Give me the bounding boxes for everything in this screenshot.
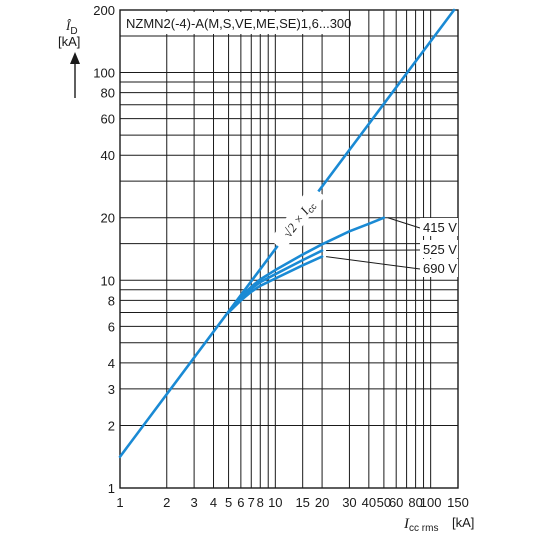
- legend-label-bg: [420, 240, 458, 258]
- y-tick-label: 80: [101, 86, 115, 101]
- x-tick-label: 30: [342, 495, 356, 510]
- title-background: [122, 12, 330, 34]
- x-tick-label: 100: [420, 495, 442, 510]
- y-tick-label: 100: [93, 66, 115, 81]
- y-axis-label: ÎD [kA]: [58, 18, 80, 98]
- y-axis-unit: [kA]: [58, 34, 80, 49]
- x-tick-label: 3: [190, 495, 197, 510]
- x-axis-symbol: Icc rms: [403, 516, 438, 534]
- legend-leader: [387, 217, 421, 229]
- x-tick-label: 40: [362, 495, 376, 510]
- y-tick-label: 8: [108, 293, 115, 308]
- legend-label-bg: [420, 218, 458, 236]
- legend-leader: [326, 256, 421, 270]
- x-axis-label: Icc rms [kA]: [403, 515, 474, 534]
- x-tick-label: 5: [225, 495, 232, 510]
- grid-lines: [120, 10, 458, 488]
- chart-title: NZMN2(-4)-A(M,S,VE,ME,SE)1,6...300: [126, 16, 351, 31]
- x-tick-label: 6: [237, 495, 244, 510]
- legend-label: 415 V: [423, 220, 457, 235]
- legend-leader: [326, 249, 421, 252]
- x-tick-label: 10: [268, 495, 282, 510]
- y-tick-label: 60: [101, 112, 115, 127]
- legend-label: 690 V: [423, 261, 457, 276]
- y-tick-label: 40: [101, 148, 115, 163]
- y-tick-label: 4: [108, 356, 115, 371]
- x-tick-label: 7: [248, 495, 255, 510]
- x-tick-label: 80: [408, 495, 422, 510]
- series-line: [227, 255, 324, 314]
- y-tick-label: 20: [101, 211, 115, 226]
- x-tick-label: 60: [389, 495, 403, 510]
- x-tick-label: 15: [295, 495, 309, 510]
- y-tick-labels: 1 2 3 4 6 8 10 20 40 60 80 100 200: [93, 3, 115, 496]
- y-tick-label: 10: [101, 273, 115, 288]
- reference-label-bg: [269, 185, 325, 251]
- legend-label-bg: [420, 259, 458, 277]
- x-tick-label: 1: [116, 495, 123, 510]
- y-axis-arrow-head: [70, 52, 80, 64]
- y-tick-label: 1: [108, 481, 115, 496]
- x-tick-label: 8: [257, 495, 264, 510]
- x-tick-label: 150: [447, 495, 469, 510]
- legend-label: 525 V: [423, 242, 457, 257]
- x-tick-label: 4: [210, 495, 217, 510]
- y-tick-label: 2: [108, 418, 115, 433]
- y-tick-label: 200: [93, 3, 115, 18]
- legend: 415 V 525 V 690 V: [326, 217, 458, 277]
- x-axis-unit: [kA]: [452, 515, 474, 530]
- x-tick-label: 2: [163, 495, 170, 510]
- y-tick-label: 6: [108, 319, 115, 334]
- x-tick-label: 50: [377, 495, 391, 510]
- series-line: [227, 249, 324, 314]
- y-tick-label: 3: [108, 382, 115, 397]
- x-tick-label: 20: [315, 495, 329, 510]
